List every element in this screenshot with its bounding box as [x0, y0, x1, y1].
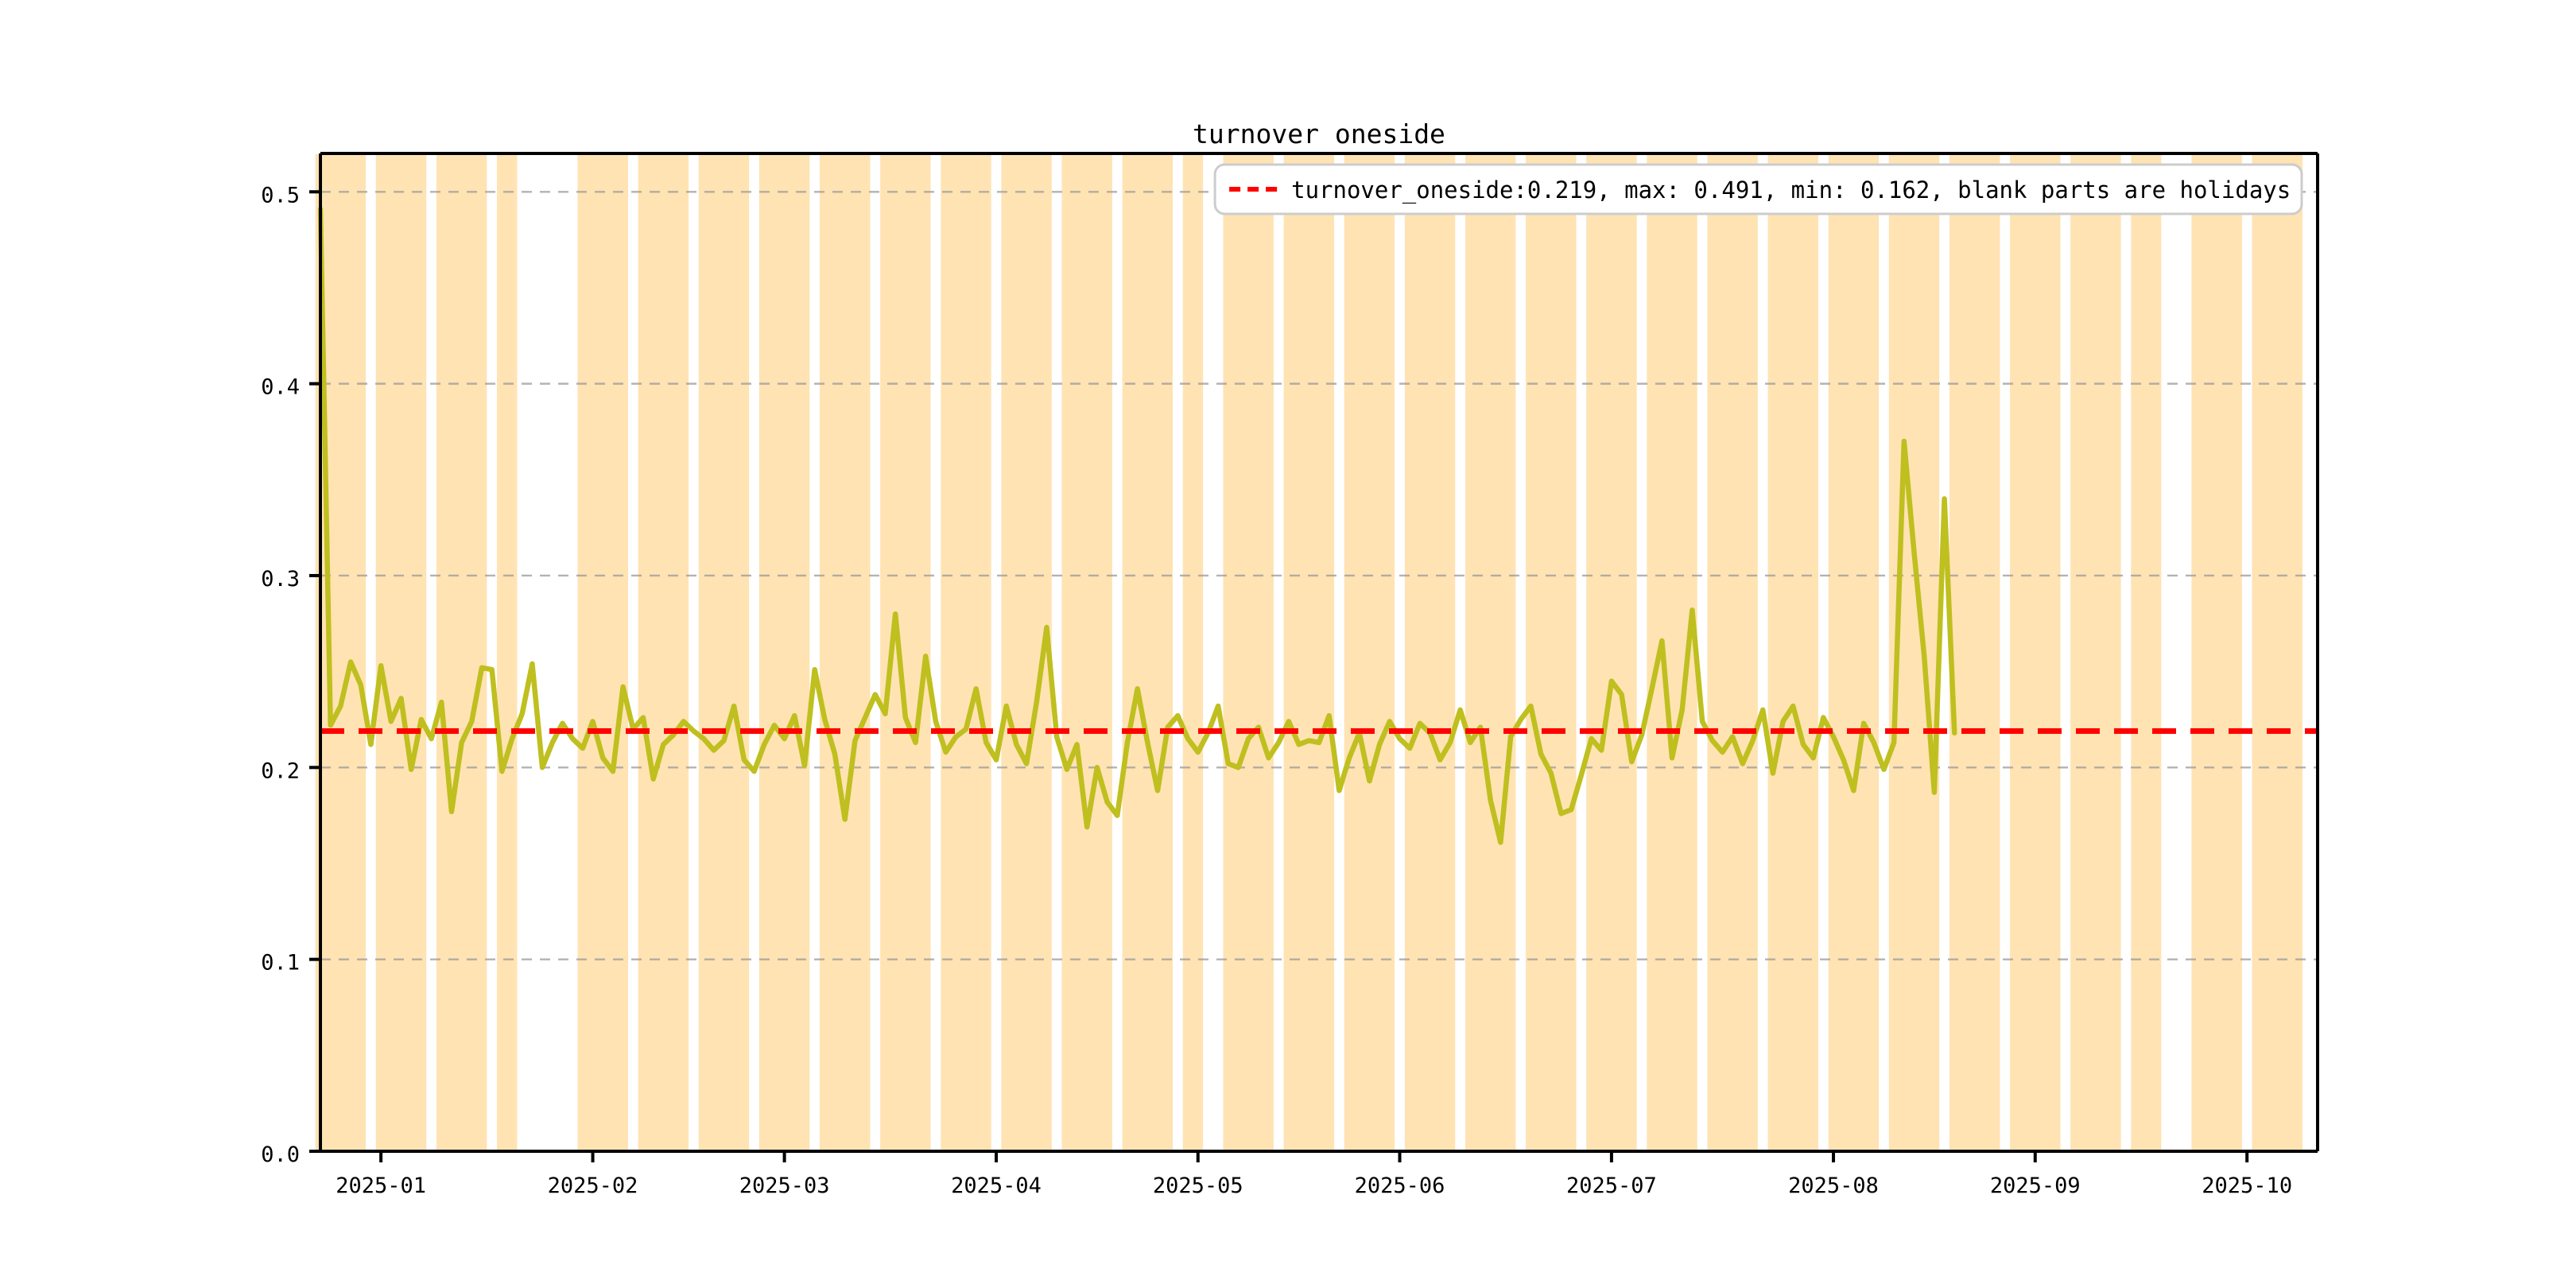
trading-week-band — [2010, 154, 2061, 1151]
trading-week-band — [1182, 154, 1204, 1151]
trading-week-band — [941, 154, 991, 1151]
trading-week-band — [497, 154, 518, 1151]
trading-week-band — [1344, 154, 1395, 1151]
trading-week-band — [1707, 154, 1758, 1151]
x-tick-label: 2025-06 — [1355, 1174, 1445, 1198]
trading-week-band — [1122, 154, 1174, 1151]
x-tick-label: 2025-02 — [548, 1174, 638, 1198]
turnover-line — [317, 206, 1957, 845]
trading-week-band — [1223, 154, 1274, 1151]
y-tick-label: 0.3 — [261, 567, 300, 592]
y-tick-label: 0.5 — [261, 183, 300, 208]
trading-week-band — [2131, 154, 2162, 1151]
trading-week-band — [577, 154, 628, 1151]
x-tick-label: 2025-08 — [1788, 1174, 1879, 1198]
trading-week-band — [1283, 154, 1335, 1151]
x-tick-label: 2025-03 — [739, 1174, 830, 1198]
x-tick-label: 2025-07 — [1566, 1174, 1657, 1198]
x-tick-label: 2025-10 — [2202, 1174, 2292, 1198]
trading-week-band — [1526, 154, 1577, 1151]
trading-week-band — [1061, 154, 1112, 1151]
trading-week-band — [2191, 154, 2242, 1151]
trading-week-band — [698, 154, 750, 1151]
y-tick-label: 0.4 — [261, 375, 300, 400]
trading-week-band — [2070, 154, 2121, 1151]
legend-box — [1213, 163, 2303, 215]
trading-week-band — [758, 154, 810, 1151]
y-tick-label: 0.2 — [261, 758, 300, 783]
trading-week-band — [1949, 154, 2000, 1151]
x-tick-label: 2025-09 — [1990, 1174, 2081, 1198]
trading-week-band — [436, 154, 487, 1151]
trading-week-band — [820, 154, 871, 1151]
holiday-bands-group — [315, 154, 2302, 1151]
trading-week-band — [1828, 154, 1880, 1151]
page-title: turnover oneside — [1193, 118, 1445, 149]
trading-week-band — [1404, 154, 1456, 1151]
y-tick-label: 0.1 — [261, 951, 300, 976]
y-tick-label: 0.0 — [261, 1143, 300, 1167]
legend: turnover_oneside:0.219, max: 0.491, min:… — [1213, 163, 2303, 215]
x-tick-label: 2025-05 — [1153, 1174, 1243, 1198]
x-tick-label: 2025-04 — [951, 1174, 1042, 1198]
trading-week-band — [2252, 154, 2302, 1151]
x-tick-label: 2025-01 — [336, 1174, 426, 1198]
x-axis-group: 2025-01 2025-02 2025-03 2025-04 2025-05 2025-… — [336, 1151, 2292, 1198]
legend-label: turnover_oneside:0.219, max: 0.491, min:… — [1291, 177, 2291, 204]
trading-week-band — [1465, 154, 1516, 1151]
trading-week-band — [880, 154, 931, 1151]
trading-week-band — [1767, 154, 1818, 1151]
y-axis-group: 0.0 0.1 0.2 0.3 0.4 0.5 — [261, 183, 320, 1167]
trading-week-band — [638, 154, 689, 1151]
trading-week-band — [375, 154, 427, 1151]
trading-week-band — [1586, 154, 1637, 1151]
